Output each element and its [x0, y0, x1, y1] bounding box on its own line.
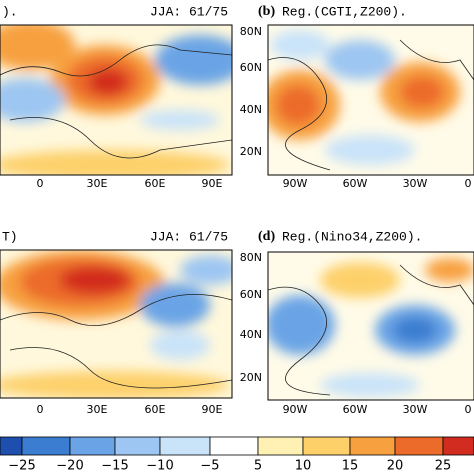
map-a — [0, 25, 232, 175]
x-tick-label: 30W — [403, 177, 428, 190]
x-tick-label: 30W — [403, 403, 428, 416]
y-tick-label: 60N — [240, 288, 262, 301]
y-tick-label: 20N — [240, 371, 262, 384]
panel-label: (d) — [258, 229, 275, 244]
colorbar-swatch — [0, 436, 23, 456]
colorbar-swatch — [394, 436, 444, 456]
x-tick-label: 90E — [202, 403, 223, 416]
x-tick-label: 90W — [283, 177, 308, 190]
colorbar-swatch — [257, 436, 304, 456]
colorbar-label: −10 — [146, 459, 173, 474]
x-tick-label: 30E — [87, 403, 108, 416]
frame — [0, 249, 233, 399]
x-tick-label: 0 — [465, 403, 472, 416]
x-tick-label: 0 — [465, 177, 472, 190]
map-d — [268, 252, 474, 400]
y-tick-label: 20N — [240, 145, 262, 158]
colorbar-label: 10 — [295, 459, 312, 474]
y-tick-label: 80N — [240, 25, 262, 38]
x-tick-label: 90W — [283, 403, 308, 416]
x-tick-label: 60E — [145, 177, 166, 190]
y-tick-label: 40N — [240, 328, 262, 341]
panel-label: (b) — [258, 4, 275, 19]
colorbar-swatch — [302, 436, 351, 456]
colorbar: −25 −20 −15 −10 −5 5 10 15 20 25 — [0, 436, 474, 474]
colorbar-swatch — [114, 436, 161, 456]
colorbar-swatch — [442, 436, 474, 456]
panel-subtitle: JJA: 61/75 — [150, 229, 228, 244]
frame — [0, 24, 233, 176]
frame — [267, 24, 474, 176]
colorbar-label: −20 — [56, 459, 83, 474]
y-tick-label: 80N — [240, 251, 262, 264]
x-tick-label: 60W — [343, 403, 368, 416]
panel-subtitle: JJA: 61/75 — [150, 4, 228, 19]
colorbar-label: −5 — [200, 459, 219, 474]
colorbar-label: −15 — [101, 459, 128, 474]
panel-title: Reg.(Nino34,Z200). — [282, 229, 422, 244]
y-tick-label: 40N — [240, 103, 262, 116]
colorbar-swatch — [159, 436, 211, 456]
x-tick-label: 90E — [202, 177, 223, 190]
colorbar-label: 25 — [435, 459, 452, 474]
panel-title: ). — [2, 4, 18, 19]
frame — [267, 251, 474, 401]
panel-title: Reg.(CGTI,Z200). — [282, 4, 407, 19]
x-tick-label: 0 — [37, 403, 44, 416]
colorbar-label: 5 — [254, 459, 262, 474]
colorbar-label: 20 — [387, 459, 404, 474]
colorbar-swatch — [21, 436, 71, 456]
x-tick-label: 60W — [343, 177, 368, 190]
x-tick-label: 60E — [145, 403, 166, 416]
panel-title: T) — [2, 229, 18, 244]
colorbar-label: 15 — [342, 459, 359, 474]
colorbar-swatch — [69, 436, 116, 456]
map-c — [0, 250, 232, 398]
x-tick-label: 30E — [87, 177, 108, 190]
y-tick-label: 60N — [240, 61, 262, 74]
colorbar-swatch — [209, 436, 259, 456]
colorbar-swatch — [349, 436, 396, 456]
colorbar-label: −25 — [8, 459, 35, 474]
map-b — [268, 25, 474, 175]
x-tick-label: 0 — [37, 177, 44, 190]
